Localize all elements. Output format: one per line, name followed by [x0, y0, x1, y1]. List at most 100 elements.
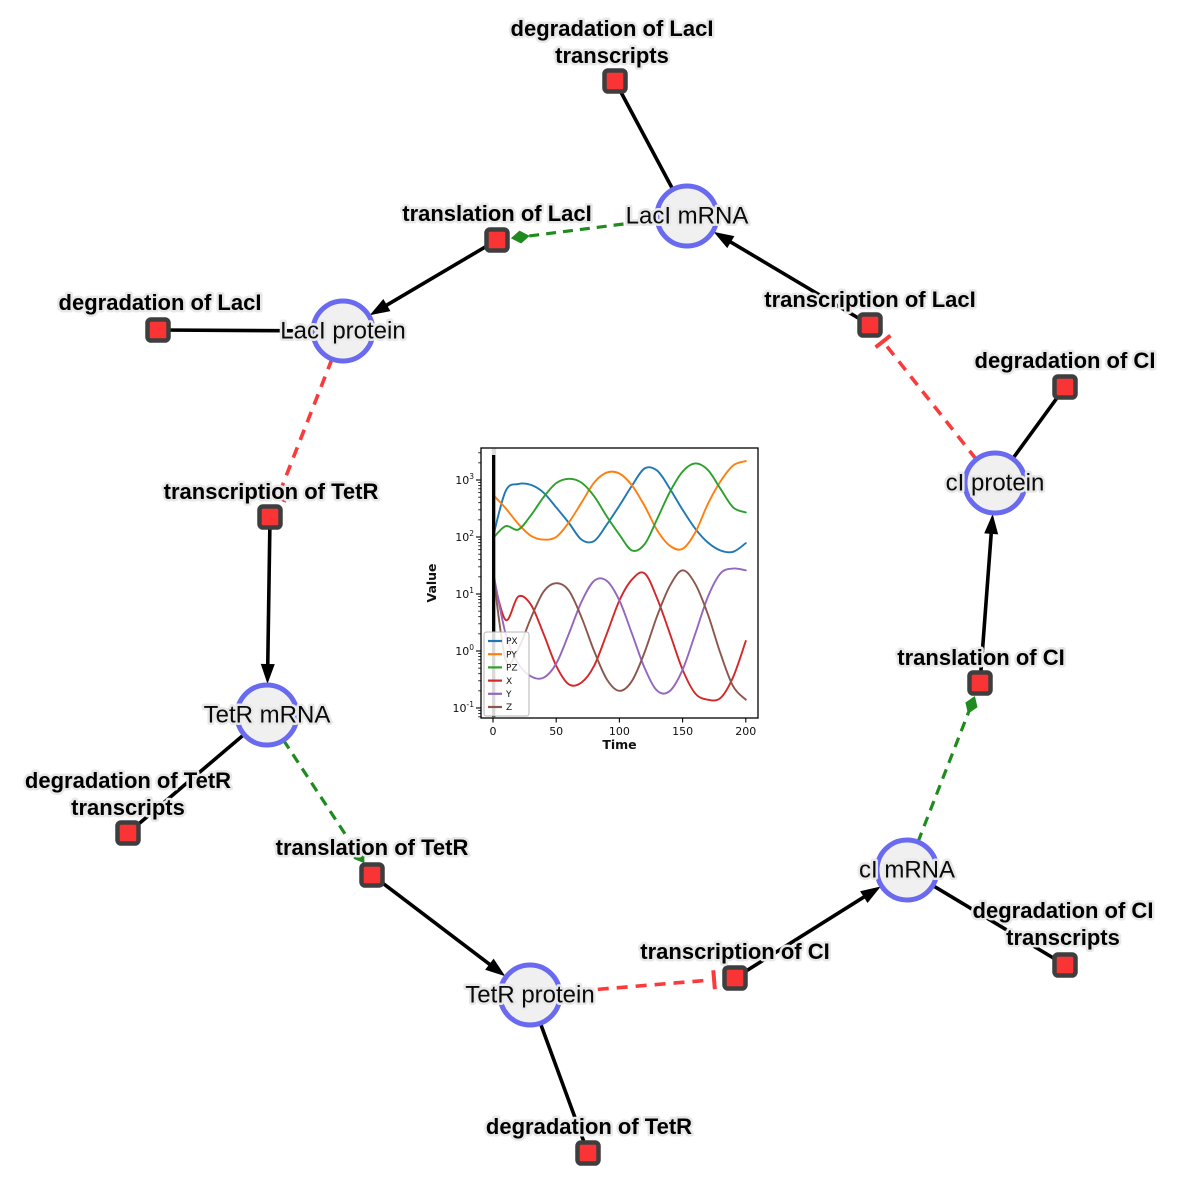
arrowhead-icon [485, 958, 506, 977]
plot-frame [480, 447, 759, 719]
arrowhead-icon [369, 299, 391, 316]
reaction-node-deg-ci-transcripts[interactable] [1052, 952, 1078, 978]
species-node-tetr-protein[interactable] [497, 962, 563, 1028]
reaction-label-transl-laci: translation of LacI [402, 201, 591, 226]
reaction-label-transcr-ci: transcription of CI [640, 939, 829, 964]
diamond-arrowhead-icon [965, 696, 978, 714]
edge-transl-laci-laci-protein [369, 238, 498, 316]
legend-label-PY: PY [506, 650, 517, 660]
legend-box [483, 631, 530, 717]
plot-series-PZ [492, 462, 747, 552]
plot-legend: PX PY PZ XYZ [483, 631, 530, 717]
y-axis-label: Value [424, 563, 439, 602]
reaction-label-transcr-tetr: transcription of TetR [164, 479, 379, 504]
edge-transcr-laci-laci-mrna [713, 231, 871, 327]
inhibition-edge-line [884, 344, 978, 461]
reaction-node-transcr-tetr[interactable] [257, 504, 283, 530]
edge-transl-tetr-tetr-protein [370, 873, 506, 977]
species-node-ci-mrna[interactable] [874, 837, 940, 903]
arrowhead-icon [984, 513, 999, 535]
x-tick-label: 50 [549, 725, 563, 738]
plot-series-PX [492, 466, 747, 554]
edge-laci-protein-transcr-tetr [268, 358, 334, 503]
legend-label-PX: PX [506, 637, 518, 647]
plot-series-PY [492, 460, 747, 551]
reaction-label-transl-ci: translation of CI [897, 645, 1064, 670]
x-tick-label: 200 [735, 725, 756, 738]
arrowhead-icon [260, 663, 275, 685]
reaction-label-transl-tetr: translation of TetR [276, 835, 469, 860]
reaction-node-transl-laci[interactable] [484, 227, 510, 253]
production-edge-line [370, 873, 495, 969]
species-label-laci-mrna: LacI mRNA [626, 203, 749, 230]
inhibition-tee-icon [874, 334, 892, 349]
reaction-label-deg-laci: degradation of LacI [59, 290, 262, 315]
reaction-node-deg-ci[interactable] [1052, 374, 1078, 400]
inhibition-tee-icon [711, 970, 717, 990]
edge-transl-ci-ci-protein [978, 513, 999, 684]
reaction-node-deg-tetr-transcripts[interactable] [115, 820, 141, 846]
reaction-label-deg-ci: degradation of CI [975, 348, 1156, 373]
modifier-edge-line [526, 218, 658, 238]
inhibition-tee-icon [268, 492, 288, 503]
reaction-node-transl-tetr[interactable] [359, 862, 385, 888]
diamond-arrowhead-icon [510, 230, 530, 244]
diamond-arrowhead-icon [353, 847, 365, 864]
production-edge-line [265, 516, 272, 670]
x-tick-label: 0 [490, 725, 497, 738]
edge-ci-protein-transcr-laci [874, 334, 978, 461]
species-node-laci-protein[interactable] [310, 298, 376, 364]
reaction-node-deg-laci[interactable] [145, 317, 171, 343]
legend-label-PZ: PZ [506, 664, 518, 674]
reaction-label-deg-laci-transcripts: degradation of LacI transcripts [511, 16, 714, 68]
species-node-tetr-mrna[interactable] [234, 682, 300, 748]
edge-transcr-tetr-tetr-mrna [260, 516, 275, 685]
species-label-tetr-protein: TetR protein [465, 982, 594, 1009]
production-edge-line [725, 237, 871, 327]
labels-layer: LacI mRNA LacI protein TetR mRNA TetR prote… [22, 13, 1158, 1141]
reaction-node-transcr-ci[interactable] [722, 965, 748, 991]
arrowhead-icon [860, 886, 881, 904]
legend-label-X: X [506, 677, 512, 687]
edge-transcr-ci-ci-mrna [734, 886, 881, 980]
modifier-edge-line [282, 739, 357, 851]
edge-laci-mrna-transl-laci [510, 218, 658, 244]
reaction-label-transcr-laci: transcription of LacI [764, 287, 975, 312]
plot-background [431, 430, 783, 772]
legend-label-Y: Y [505, 690, 512, 700]
production-edge-line [978, 528, 994, 684]
species-label-tetr-mrna: TetR mRNA [204, 702, 331, 729]
species-label-ci-mrna: cI mRNA [859, 857, 955, 884]
species-label-laci-protein: LacI protein [280, 318, 405, 345]
reaction-node-transcr-laci[interactable] [857, 312, 883, 338]
arrowhead-icon [713, 231, 735, 249]
inhibition-edge-line [277, 358, 334, 494]
reaction-label-deg-tetr-transcripts: degradation of TetR transcripts [25, 768, 231, 820]
reaction-node-deg-tetr[interactable] [575, 1140, 601, 1166]
edge-ci-mrna-transl-ci [916, 696, 978, 843]
edge-tetr-mrna-transl-tetr [282, 739, 365, 864]
x-axis-label: Time [602, 737, 636, 752]
inhibition-edge-line [559, 978, 710, 995]
plot-series-Z [492, 569, 747, 701]
edge-tetr-protein-transcr-ci [559, 970, 717, 995]
species-node-laci-mrna[interactable] [654, 183, 720, 249]
production-edge-line [734, 892, 870, 980]
production-edge-line [381, 238, 498, 310]
species-node-ci-protein[interactable] [962, 450, 1028, 516]
reaction-label-deg-ci-transcripts: degradation of CI transcripts [973, 898, 1154, 950]
legend-label-Z: Z [506, 703, 512, 713]
reaction-label-deg-tetr: degradation of TetR [486, 1114, 692, 1139]
reaction-node-transl-ci[interactable] [967, 670, 993, 696]
plot-series-layer [492, 460, 747, 702]
species-label-ci-protein: cI protein [946, 470, 1045, 497]
reactions-layer [115, 68, 1078, 1166]
x-tick-label: 150 [672, 725, 693, 738]
modifier-edge-line [916, 710, 971, 843]
x-tick-label: 100 [609, 725, 630, 738]
reaction-node-deg-laci-transcripts[interactable] [602, 68, 628, 94]
species-layer [234, 183, 1028, 1028]
